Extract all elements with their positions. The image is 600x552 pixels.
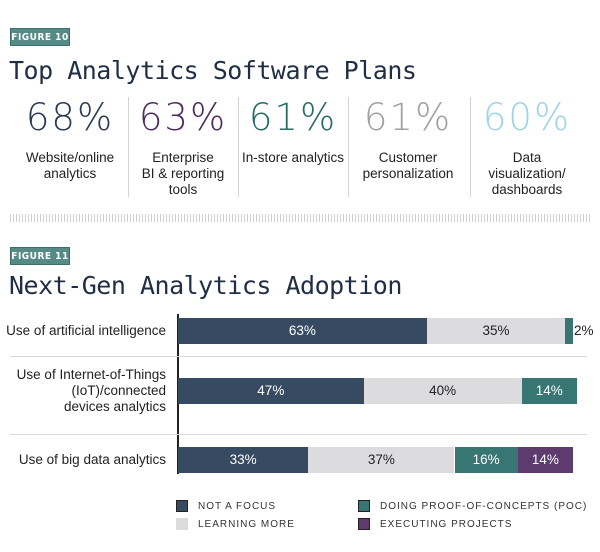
column-divider (348, 97, 349, 197)
outside-label: 2% (574, 318, 594, 344)
bar-segment (565, 318, 573, 344)
data-label: 33% (229, 452, 257, 467)
stat-item: 60% Data visualization/ dashboards (467, 96, 587, 198)
legend-swatch (176, 500, 188, 512)
row-separator (10, 356, 587, 357)
bar-segment: 33% (178, 447, 309, 473)
column-divider (470, 97, 471, 197)
stat-item: 68% Website/online analytics (10, 96, 130, 182)
figure-11-tag: FIGURE 11 (10, 247, 70, 265)
stat-value: 61% (248, 96, 338, 139)
bar-segment: 14% (521, 378, 577, 404)
bar-segment: 37% (308, 447, 455, 473)
figure-10-title: Top Analytics Software Plans (9, 56, 417, 85)
legend-label: LEARNING MORE (198, 518, 295, 530)
bar-segment: 47% (178, 378, 364, 404)
legend-item: LEARNING MORE (176, 518, 295, 530)
stat-value: 68% (25, 96, 115, 139)
data-label: 16% (472, 452, 500, 467)
stat-value: 63% (138, 96, 228, 139)
bar-segment: 14% (517, 447, 573, 473)
figure-11-title: Next-Gen Analytics Adoption (9, 271, 402, 300)
y-axis-line (177, 314, 179, 474)
data-label: 35% (482, 323, 510, 338)
stat-item: 63% Enterprise BI & reporting tools (123, 96, 243, 198)
legend-label: DOING PROOF-OF-CONCEPTS (POC) (380, 500, 588, 512)
legend-swatch (358, 500, 370, 512)
stat-label: In-store analytics (241, 150, 345, 165)
column-divider (238, 97, 239, 197)
dotted-divider (10, 214, 590, 222)
legend-swatch (176, 518, 188, 530)
column-divider (128, 97, 129, 197)
data-label: 63% (288, 323, 316, 338)
legend-label: NOT A FOCUS (198, 500, 277, 512)
category-label: Use of big data analytics (18, 452, 166, 467)
bar-segment: 40% (363, 378, 522, 404)
stat-value: 60% (482, 96, 572, 139)
legend-label: EXECUTING PROJECTS (380, 518, 513, 530)
data-label: 40% (429, 383, 457, 398)
data-label: 14% (531, 452, 559, 467)
data-label: 14% (535, 383, 563, 398)
stat-label: Enterprise BI & reporting tools (141, 150, 225, 197)
figure-10-tag: FIGURE 10 (10, 28, 70, 46)
row-separator (10, 434, 587, 435)
data-label: 37% (367, 452, 395, 467)
stat-item: 61% Customer personalization (348, 96, 468, 182)
stat-label: Customer personalization (362, 150, 454, 181)
category-label: Use of artificial intelligence (6, 323, 166, 338)
stat-value: 61% (363, 96, 453, 139)
stat-label: Website/online analytics (25, 150, 115, 181)
legend-swatch (358, 518, 370, 530)
stat-label: Data visualization/ dashboards (488, 150, 566, 197)
data-label: 2% (574, 323, 594, 338)
legend-item: NOT A FOCUS (176, 500, 276, 512)
bar-segment: 16% (454, 447, 518, 473)
stat-item: 61% In-store analytics (233, 96, 353, 166)
data-label: 47% (257, 383, 285, 398)
bar-segment: 35% (426, 318, 566, 344)
legend-item: DOING PROOF-OF-CONCEPTS (POC) (358, 500, 587, 512)
category-label: Use of Internet-of-Things (IoT)/connecte… (16, 367, 166, 414)
legend-item: EXECUTING PROJECTS (358, 518, 512, 530)
bar-segment: 63% (178, 318, 427, 344)
